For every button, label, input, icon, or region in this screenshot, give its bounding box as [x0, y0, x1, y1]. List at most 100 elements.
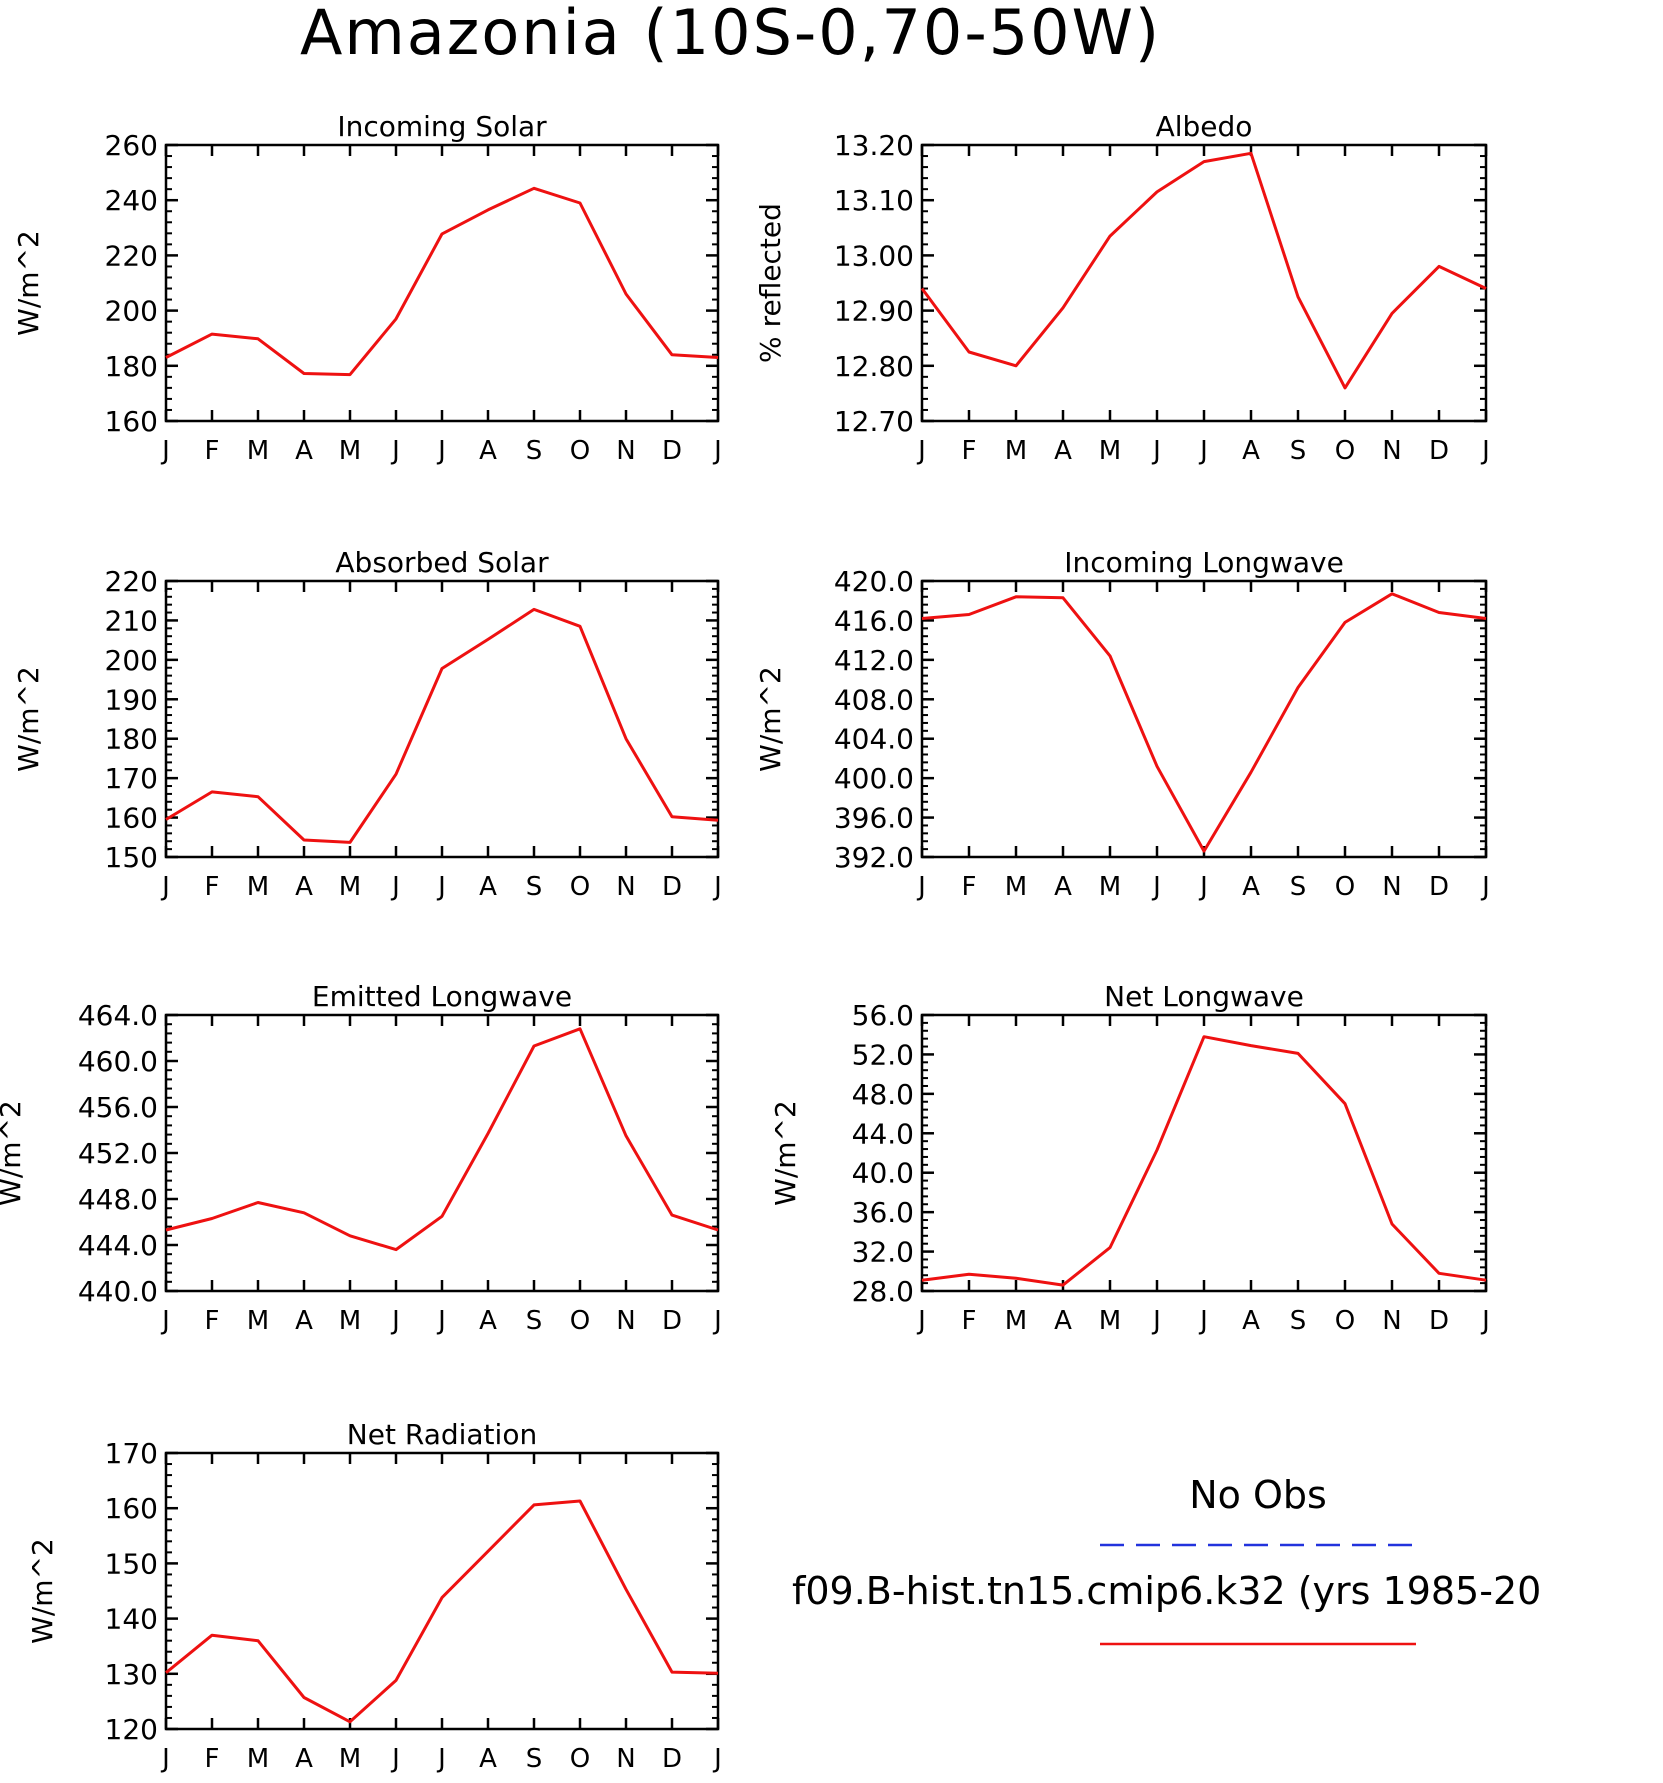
x-tick-label: J	[1198, 872, 1208, 902]
x-tick-label: J	[390, 1744, 400, 1774]
x-tick-label: N	[616, 1306, 635, 1336]
panel-title: Albedo	[1156, 110, 1253, 143]
y-tick-label: 12.90	[834, 295, 914, 328]
panel-title: Incoming Longwave	[1064, 546, 1344, 579]
panel-title: Net Longwave	[1104, 980, 1304, 1013]
x-tick-label: D	[662, 1744, 682, 1774]
x-tick-label: J	[390, 872, 400, 902]
x-tick-label: M	[339, 1744, 361, 1774]
x-tick-label: N	[1382, 1306, 1401, 1336]
x-tick-label: F	[962, 436, 977, 466]
y-tick-label: 40.0	[852, 1157, 914, 1190]
x-tick-label: J	[712, 1306, 722, 1336]
y-tick-label: 170	[105, 1437, 158, 1470]
y-tick-label: 180	[105, 350, 158, 383]
x-tick-label: O	[570, 872, 590, 902]
x-tick-label: S	[1290, 1306, 1307, 1336]
y-tick-label: 150	[105, 1547, 158, 1580]
panel-albedo: J F M A M J J A S O N D J12.7012.8012.9013.0013.1013…	[754, 110, 1490, 466]
series-line-model	[920, 151, 1487, 390]
x-tick-label: F	[205, 1744, 220, 1774]
x-tick-label: J	[1198, 436, 1208, 466]
x-tick-label: J	[916, 1306, 926, 1336]
x-tick-label: J	[160, 436, 170, 466]
y-tick-label: 240	[105, 184, 158, 217]
y-tick-label: 220	[105, 565, 158, 598]
series-line-model	[921, 592, 1487, 853]
x-tick-label: M	[1099, 1306, 1121, 1336]
y-tick-label: 448.0	[78, 1183, 158, 1216]
y-tick-label: 400.0	[834, 762, 914, 795]
x-tick-label: J	[436, 436, 446, 466]
x-tick-label: O	[570, 1306, 590, 1336]
x-tick-label: S	[526, 872, 543, 902]
x-tick-label: F	[205, 1306, 220, 1336]
x-tick-label: J	[436, 1306, 446, 1336]
x-tick-label: J	[436, 1744, 446, 1774]
x-tick-label: J	[712, 436, 722, 466]
y-tick-label: 12.80	[834, 350, 914, 383]
x-tick-label: D	[1429, 1306, 1449, 1336]
x-tick-label: J	[1151, 1306, 1161, 1336]
y-tick-label: 190	[105, 683, 158, 716]
x-tick-label: M	[1099, 872, 1121, 902]
x-tick-label: N	[616, 1744, 635, 1774]
y-tick-label: 12.70	[834, 405, 914, 438]
plot-frame	[164, 579, 720, 859]
y-tick-label: 13.10	[834, 184, 914, 217]
x-tick-label: S	[526, 436, 543, 466]
y-tick-label: 444.0	[78, 1229, 158, 1262]
x-tick-label: A	[479, 1306, 497, 1336]
panel-incoming-solar: J F M A M J J A S O N D J160180200220240260Incoming …	[12, 110, 722, 466]
y-tick-label: 44.0	[852, 1117, 914, 1150]
y-axis-label: W/m^2	[0, 1100, 27, 1206]
series-line-model	[165, 1027, 719, 1252]
panel-emitted-longwave: J F M A M J J A S O N D J440.0444.0448.0452.0456.046…	[0, 980, 722, 1336]
y-axis-label: W/m^2	[12, 666, 45, 772]
y-axis-label: W/m^2	[26, 1538, 59, 1644]
x-tick-label: A	[479, 872, 497, 902]
y-tick-label: 130	[105, 1658, 158, 1691]
x-tick-label: M	[1005, 436, 1027, 466]
x-tick-label: J	[1480, 1306, 1490, 1336]
x-tick-label: O	[570, 436, 590, 466]
y-tick-label: 28.0	[852, 1275, 914, 1308]
series-line-model	[165, 1499, 719, 1724]
legend-model-label: f09.B-hist.tn15.cmip6.k32 (yrs 1985-20	[792, 1569, 1541, 1613]
x-tick-label: A	[1054, 436, 1072, 466]
x-tick-label: J	[916, 872, 926, 902]
panel-net-longwave: J F M A M J J A S O N D J28.032.036.040.044.048.052.…	[769, 980, 1490, 1336]
y-axis-label: % reflected	[754, 203, 787, 363]
x-tick-label: J	[436, 872, 446, 902]
plot-frame	[164, 143, 720, 423]
x-tick-label: A	[295, 436, 313, 466]
x-tick-label: M	[1005, 1306, 1027, 1336]
x-tick-label: N	[616, 436, 635, 466]
plot-frame	[920, 143, 1488, 423]
x-tick-label: J	[1480, 436, 1490, 466]
x-tick-label: A	[295, 1306, 313, 1336]
plot-frame	[920, 579, 1488, 859]
y-tick-label: 452.0	[78, 1137, 158, 1170]
y-tick-label: 460.0	[78, 1045, 158, 1078]
x-tick-label: J	[712, 1744, 722, 1774]
x-tick-label: A	[1242, 1306, 1260, 1336]
y-tick-label: 260	[105, 129, 158, 162]
x-tick-label: S	[526, 1744, 543, 1774]
x-tick-label: O	[1335, 1306, 1355, 1336]
series-line-model	[165, 186, 719, 377]
y-tick-label: 396.0	[834, 802, 914, 835]
y-tick-label: 13.00	[834, 239, 914, 272]
x-tick-label: M	[1005, 872, 1027, 902]
y-tick-label: 416.0	[834, 604, 914, 637]
x-tick-label: S	[1290, 436, 1307, 466]
series-line-model	[165, 607, 719, 844]
y-tick-label: 210	[105, 604, 158, 637]
y-tick-label: 180	[105, 723, 158, 756]
x-tick-label: M	[339, 872, 361, 902]
y-tick-label: 56.0	[852, 999, 914, 1032]
x-tick-label: J	[1151, 872, 1161, 902]
x-tick-label: M	[339, 1306, 361, 1336]
y-tick-label: 412.0	[834, 644, 914, 677]
